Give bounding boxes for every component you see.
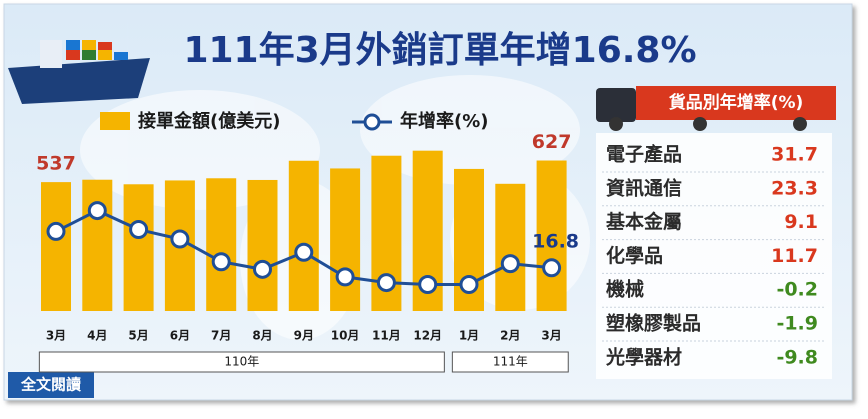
table-item: 資訊通信 — [606, 176, 682, 199]
line-marker — [129, 220, 149, 240]
bar — [288, 160, 319, 311]
truck-icon — [596, 86, 836, 131]
x-tick-label: 6月 — [170, 329, 190, 343]
x-group-label: 111年 — [493, 355, 528, 369]
table-panel — [596, 133, 832, 379]
x-tick-label: 11月 — [372, 329, 401, 343]
line-marker — [542, 258, 562, 278]
x-tick-label: 8月 — [252, 329, 272, 343]
table-value: 11.7 — [771, 245, 818, 267]
bar — [330, 168, 361, 311]
line-marker — [211, 252, 231, 272]
line-marker — [170, 229, 190, 249]
x-tick-label: 2月 — [500, 329, 520, 343]
bar — [82, 179, 113, 311]
x-tick-label: 9月 — [294, 329, 314, 343]
x-group-band — [451, 351, 569, 373]
line-marker — [294, 242, 314, 262]
table-item: 機械 — [606, 278, 644, 301]
table-item: 光學器材 — [605, 345, 682, 368]
data-label: 16.8 — [532, 230, 579, 252]
legend-swatch-marker — [363, 113, 381, 131]
line-marker — [253, 259, 272, 279]
legend-label: 年增率(%) — [400, 110, 489, 132]
bar — [495, 183, 526, 311]
bar — [41, 182, 71, 311]
x-group-band — [38, 351, 445, 373]
x-tick-label: 12月 — [413, 329, 442, 343]
table-item: 電子產品 — [606, 143, 682, 166]
table-item: 塑橡膠製品 — [606, 312, 701, 335]
table-item: 化學品 — [606, 244, 663, 267]
x-tick-label: 10月 — [331, 329, 360, 343]
growth-table: 電子產品 31.7 資訊通信 23.3 基本金屬 9.1 化學品 11.7 機械 -0.2 塑橡膠製… — [602, 143, 826, 368]
table-item: 基本金屬 — [605, 210, 682, 233]
table-value: -1.9 — [776, 313, 818, 335]
line-marker — [46, 221, 66, 241]
line-marker — [335, 267, 355, 287]
table-value: -0.2 — [776, 279, 818, 301]
legend-swatch-bar — [100, 112, 130, 130]
read-button[interactable] — [8, 372, 94, 398]
table-value: 9.1 — [784, 211, 818, 233]
x-tick-label: 7月 — [211, 329, 231, 343]
legend-label: 接單金額(億美元) — [138, 110, 280, 132]
line-marker — [376, 273, 396, 293]
data-label: 537 — [36, 153, 76, 175]
bar — [123, 184, 154, 311]
x-tick-label: 4月 — [87, 329, 107, 343]
x-tick-label: 5月 — [128, 329, 148, 343]
line-marker — [87, 201, 107, 221]
line-marker — [459, 274, 479, 294]
chart-title: 111年3月外銷訂單年增16.8% — [183, 29, 696, 71]
table-value: 31.7 — [771, 144, 818, 166]
bar — [536, 160, 567, 311]
x-tick-label: 1月 — [459, 329, 479, 343]
x-group-label: 110年 — [224, 355, 259, 369]
table-value: -9.8 — [776, 346, 818, 368]
read-button-label[interactable]: 全文閱讀 — [20, 376, 81, 394]
table-value: 23.3 — [771, 177, 818, 199]
line-marker — [418, 274, 438, 294]
x-tick-label: 3月 — [46, 329, 66, 343]
bar — [247, 179, 278, 311]
ship-icon — [8, 40, 150, 104]
plot: 537 627 16.8 3月 4月 5月 6月 7月 8月 9月 10月 11月 12月 1月 2月 3月 1… — [36, 131, 579, 373]
line-marker — [500, 254, 520, 274]
bar — [206, 178, 237, 311]
table-title: 貨品別年增率(%) — [669, 92, 804, 113]
x-tick-label: 3月 — [541, 329, 561, 343]
data-label: 627 — [532, 131, 572, 153]
